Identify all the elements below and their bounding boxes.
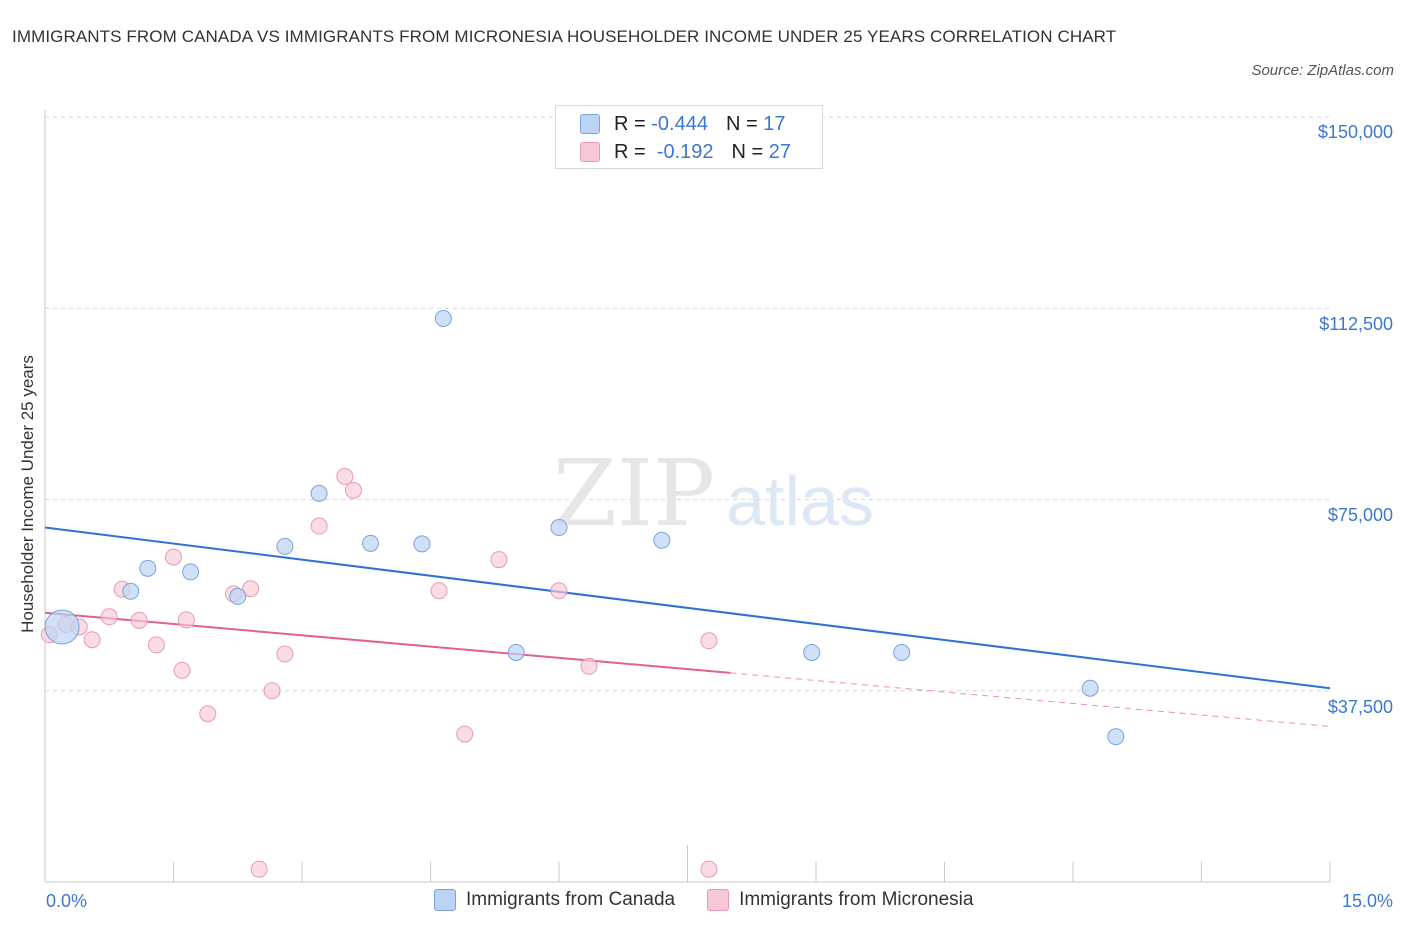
- data-point-micronesia: [456, 725, 474, 743]
- data-point-canada: [122, 582, 140, 600]
- y-tick-label: $150,000: [1317, 122, 1393, 142]
- data-point-micronesia: [490, 551, 508, 569]
- data-point-canada: [507, 644, 525, 661]
- legend-item-canada: Immigrants from Canada: [434, 889, 675, 911]
- legend-row-canada: R = -0.444 N = 17: [580, 112, 785, 136]
- micronesia-swatch: [707, 889, 730, 911]
- legend-r-label: R =: [614, 112, 646, 135]
- legend-label-micronesia: Immigrants from Micronesia: [739, 889, 974, 910]
- data-point-micronesia: [336, 468, 354, 486]
- axis-layer: [44, 110, 1330, 883]
- y-axis-label: Householder Income Under 25 years: [18, 355, 37, 633]
- data-point-micronesia: [263, 682, 281, 700]
- data-point-canada: [1081, 679, 1099, 697]
- trend-layer: [44, 526, 1331, 727]
- legend-r-label: R =: [614, 140, 646, 163]
- trend-line-micronesia: [44, 611, 731, 674]
- watermark-atlas: atlas: [726, 462, 874, 540]
- data-point-canada: [653, 531, 671, 549]
- data-point-canada: [362, 534, 380, 552]
- y-tick-label: $75,000: [1327, 505, 1393, 525]
- watermark-zip: ZIP: [553, 440, 715, 547]
- data-point-canada: [139, 559, 157, 577]
- canada-swatch: [434, 889, 456, 911]
- legend-label-canada: Immigrants from Canada: [466, 889, 676, 910]
- legend-n-value: 27: [768, 140, 792, 163]
- data-point-canada: [276, 537, 294, 555]
- trend-line-micronesia-dashed: [730, 672, 1331, 727]
- y-tick-label: $112,500: [1319, 314, 1393, 334]
- legend-n-label: N =: [725, 112, 758, 135]
- legend-r-value: -0.192: [656, 140, 714, 163]
- data-point-micronesia: [550, 582, 568, 600]
- data-point-micronesia: [430, 582, 448, 600]
- data-point-canada: [1107, 728, 1125, 746]
- data-point-micronesia: [177, 611, 195, 629]
- y-tick-label: $37,500: [1327, 697, 1393, 717]
- points-layer: [40, 309, 1125, 878]
- data-point-micronesia: [250, 860, 268, 878]
- series-legend: Immigrants from Canada Immigrants from M…: [434, 889, 1005, 911]
- data-point-micronesia: [242, 580, 260, 598]
- data-point-micronesia: [700, 632, 718, 650]
- data-point-micronesia: [310, 517, 328, 535]
- data-point-micronesia: [130, 611, 148, 629]
- source-label: Source: ZipAtlas.com: [1251, 62, 1394, 79]
- data-point-canada: [413, 535, 431, 553]
- legend-r-value: -0.444: [651, 112, 708, 135]
- correlation-legend: R = -0.444 N = 17 R = -0.192 N = 27: [555, 105, 823, 169]
- data-point-micronesia: [147, 636, 165, 654]
- legend-row-micronesia: R = -0.192 N = 27: [580, 140, 791, 164]
- data-point-micronesia: [344, 481, 362, 499]
- data-point-micronesia: [199, 705, 217, 723]
- data-point-micronesia: [165, 548, 182, 566]
- x-tick-label: 15.0%: [1341, 891, 1393, 911]
- data-point-micronesia: [83, 631, 101, 649]
- data-point-canada: [229, 587, 247, 605]
- data-point-canada: [182, 563, 200, 581]
- data-point-canada: [44, 609, 80, 645]
- data-point-canada: [310, 484, 328, 502]
- data-point-canada: [550, 519, 568, 537]
- data-point-micronesia: [700, 860, 718, 878]
- chart-title: IMMIGRANTS FROM CANADA VS IMMIGRANTS FRO…: [12, 27, 1117, 46]
- watermark: ZIP atlas: [553, 440, 874, 547]
- data-point-canada: [434, 309, 452, 327]
- x-tick-label: 0.0%: [46, 891, 88, 911]
- data-point-canada: [893, 644, 911, 661]
- data-point-micronesia: [276, 645, 294, 663]
- canada-swatch: [580, 114, 600, 134]
- data-point-canada: [803, 644, 821, 661]
- legend-item-micronesia: Immigrants from Micronesia: [707, 889, 973, 911]
- data-point-micronesia: [100, 608, 118, 626]
- trend-line-canada: [44, 526, 1331, 690]
- legend-n-label: N =: [731, 140, 764, 163]
- legend-n-value: 17: [763, 112, 786, 135]
- micronesia-swatch: [580, 142, 600, 162]
- data-point-micronesia: [580, 657, 598, 675]
- data-point-micronesia: [173, 661, 191, 679]
